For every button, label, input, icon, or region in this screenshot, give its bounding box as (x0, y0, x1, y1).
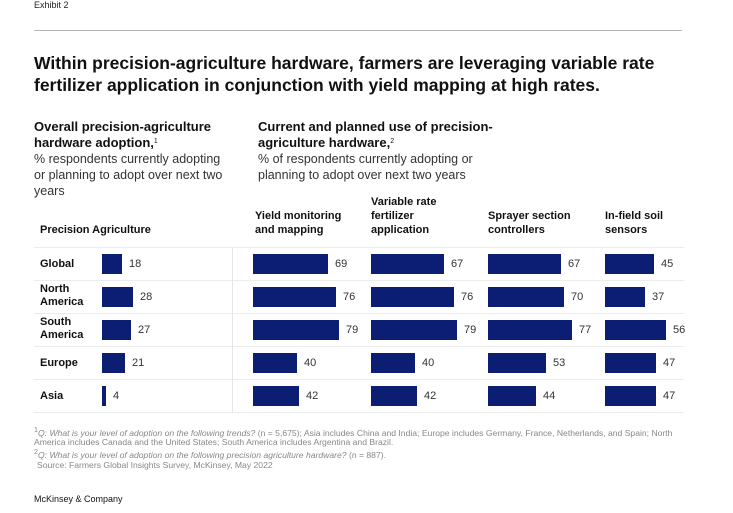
row-label: Global (40, 258, 75, 270)
right-panel-heading: Current and planned use of precision-agr… (258, 119, 518, 183)
value-label: 28 (140, 291, 153, 303)
value-label: 67 (451, 258, 464, 270)
footnote-2-question: Q: What is your level of adoption on the… (37, 449, 347, 460)
bar-3-south-america (371, 320, 457, 340)
bar-5-north-america (605, 287, 645, 307)
footnote-2-marker: 2 (34, 448, 38, 457)
left-panel-description: % respondents currently adopting or plan… (34, 152, 223, 198)
value-label: 42 (424, 390, 437, 402)
bar-5-global (605, 254, 654, 274)
chart-title: Within precision-agriculture hardware, f… (34, 53, 655, 95)
source-note: Source: Farmers Global Insights Survey, … (37, 459, 273, 470)
exhibit-label: Exhibit 2 (34, 0, 69, 10)
bar-5-europe (605, 353, 656, 373)
bar-1-global (102, 254, 122, 274)
bar-2-europe (253, 353, 297, 373)
bar-2-north-america (253, 287, 336, 307)
value-label: 76 (461, 291, 474, 303)
footnote-1: 1Q: What is your level of adoption on th… (34, 426, 694, 448)
left-panel-heading: Overall precision-agriculture hardware a… (34, 119, 234, 199)
bar-4-north-america (488, 287, 564, 307)
column-header-2: Yield monitoring and mapping (255, 210, 342, 236)
value-label: 47 (663, 357, 676, 369)
value-label: 77 (579, 324, 592, 336)
footnote-2-text: (n = 887). (346, 449, 386, 460)
value-label: 40 (422, 357, 435, 369)
right-panel-description: % of respondents currently adopting or p… (258, 152, 473, 182)
bar-1-north-america (102, 287, 133, 307)
column-header-4: Sprayer section controllers (488, 210, 571, 236)
value-label: 70 (571, 291, 584, 303)
value-label: 47 (663, 390, 676, 402)
row-label: Asia (40, 390, 64, 402)
value-label: 67 (568, 258, 581, 270)
row-separator (34, 412, 684, 413)
row-label: Europe (40, 357, 78, 369)
bar-2-asia (253, 386, 299, 406)
value-label: 79 (464, 324, 477, 336)
footnote-1-marker: 1 (34, 426, 38, 434)
value-label: 40 (304, 357, 317, 369)
column-header-1: Precision Agriculture (40, 224, 151, 236)
value-label: 4 (113, 390, 120, 402)
value-label: 53 (553, 357, 566, 369)
row-separator (34, 346, 684, 347)
value-label: 79 (346, 324, 359, 336)
row-separator (34, 280, 684, 281)
value-label: 76 (343, 291, 356, 303)
right-heading-footnote: 2 (390, 138, 395, 145)
left-heading-footnote: 1 (153, 138, 158, 145)
value-label: 69 (335, 258, 348, 270)
bar-1-asia (102, 386, 106, 406)
bar-1-europe (102, 353, 125, 373)
value-label: 27 (138, 324, 151, 336)
row-separator (34, 313, 684, 314)
row-separator (34, 379, 684, 380)
value-label: 56 (673, 324, 686, 336)
footnote-2: 2Q: What is your level of adoption on th… (34, 448, 694, 460)
bar-3-global (371, 254, 444, 274)
column-header-3: Variable rate fertilizer application (371, 196, 437, 236)
footnote-1-text: (n = 5,675); Asia includes China and Ind… (34, 427, 673, 448)
bar-3-asia (371, 386, 417, 406)
row-label: South America (40, 316, 84, 341)
value-label: 18 (129, 258, 142, 270)
brand-logo-text: McKinsey & Company (34, 494, 123, 504)
value-label: 45 (661, 258, 674, 270)
value-label: 37 (652, 291, 665, 303)
bar-4-global (488, 254, 561, 274)
bar-4-europe (488, 353, 546, 373)
value-label: 21 (132, 357, 145, 369)
footnotes: 1Q: What is your level of adoption on th… (34, 426, 694, 470)
bar-5-asia (605, 386, 656, 406)
bar-2-global (253, 254, 328, 274)
bar-3-north-america (371, 287, 454, 307)
left-heading-text: Overall precision-agriculture hardware a… (34, 119, 212, 150)
panel-divider (232, 248, 233, 412)
bar-5-south-america (605, 320, 666, 340)
bar-4-south-america (488, 320, 572, 340)
header-rule (34, 30, 682, 31)
value-label: 44 (543, 390, 556, 402)
row-separator (34, 247, 684, 248)
right-heading-text: Current and planned use of precision-agr… (258, 119, 493, 150)
bar-2-south-america (253, 320, 339, 340)
bar-4-asia (488, 386, 536, 406)
row-label: North America (40, 283, 84, 308)
value-label: 42 (306, 390, 319, 402)
bar-3-europe (371, 353, 415, 373)
column-header-5: In-field soil sensors (605, 210, 664, 236)
footnote-1-question: Q: What is your level of adoption on the… (37, 427, 256, 438)
bar-1-south-america (102, 320, 131, 340)
